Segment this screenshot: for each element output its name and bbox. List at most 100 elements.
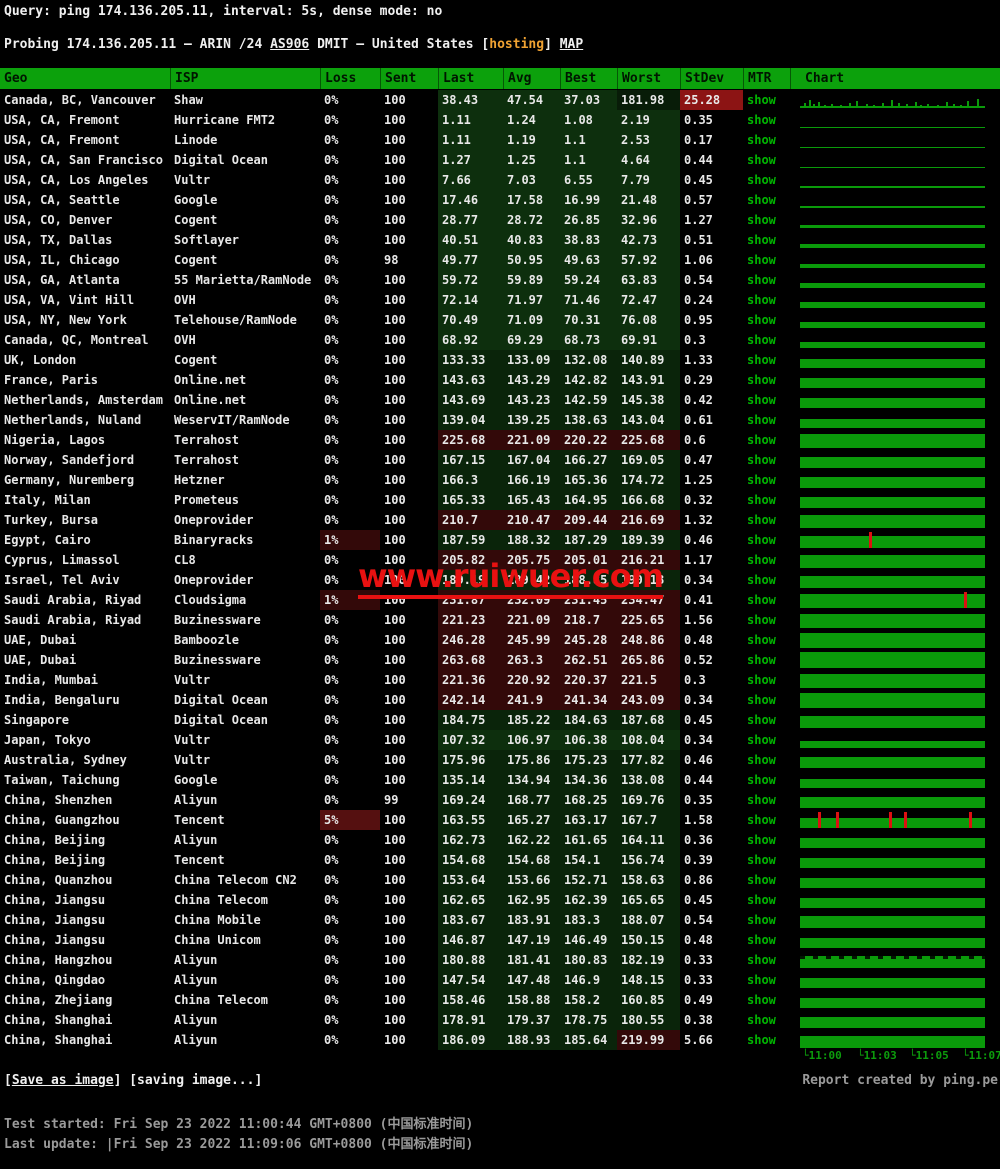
sent-cell: 100 (384, 833, 406, 847)
geo-cell: China, Shanghai (4, 1013, 113, 1027)
mtr-show-link[interactable]: show (747, 793, 776, 807)
mtr-show-link[interactable]: show (747, 833, 776, 847)
loss-cell: 0% (324, 393, 339, 407)
mtr-show-link[interactable]: show (747, 633, 776, 647)
best-cell: 152.71 (560, 870, 617, 890)
map-link[interactable]: MAP (559, 37, 584, 52)
mtr-cell: show (743, 970, 790, 990)
stdev-cell: 0.61 (684, 413, 713, 427)
mtr-show-link[interactable]: show (747, 313, 776, 327)
latency-sparkline (790, 310, 1000, 330)
mtr-show-link[interactable]: show (747, 553, 776, 567)
mtr-show-link[interactable]: show (747, 153, 776, 167)
table-row: China, Hangzhou Aliyun 0% 100 180.88 181… (0, 950, 1000, 970)
mtr-show-link[interactable]: show (747, 1013, 776, 1027)
mtr-cell: show (743, 190, 790, 210)
isp-cell: Terrahost (174, 433, 240, 447)
mtr-cell: show (743, 510, 790, 530)
mtr-show-link[interactable]: show (747, 373, 776, 387)
best-cell: 70.31 (560, 310, 617, 330)
mtr-show-link[interactable]: show (747, 413, 776, 427)
mtr-show-link[interactable]: show (747, 953, 776, 967)
sparkline-bar (800, 716, 985, 728)
latency-sparkline (790, 630, 1000, 650)
as-number-link[interactable]: AS906 (270, 37, 310, 52)
sent-cell: 100 (384, 573, 406, 587)
mtr-show-link[interactable]: show (747, 493, 776, 507)
mtr-cell: show (743, 590, 790, 610)
mtr-show-link[interactable]: show (747, 253, 776, 267)
mtr-show-link[interactable]: show (747, 453, 776, 467)
table-row: Germany, Nuremberg Hetzner 0% 100 166.3 … (0, 470, 1000, 490)
mtr-show-link[interactable]: show (747, 353, 776, 367)
best-cell: 168.25 (560, 790, 617, 810)
mtr-show-link[interactable]: show (747, 613, 776, 627)
table-row: Australia, Sydney Vultr 0% 100 175.96 17… (0, 750, 1000, 770)
mtr-cell: show (743, 470, 790, 490)
mtr-show-link[interactable]: show (747, 813, 776, 827)
worst-cell: 219.99 (617, 1030, 680, 1050)
mtr-show-link[interactable]: show (747, 693, 776, 707)
best-cell: 142.59 (560, 390, 617, 410)
mtr-show-link[interactable]: show (747, 213, 776, 227)
save-as-image-link[interactable]: Save as image (11, 1073, 114, 1088)
mtr-show-link[interactable]: show (747, 133, 776, 147)
isp-cell: Aliyun (174, 973, 218, 987)
mtr-show-link[interactable]: show (747, 873, 776, 887)
best-cell: 185.64 (560, 1030, 617, 1050)
mtr-show-link[interactable]: show (747, 93, 776, 107)
last-cell: 7.66 (438, 170, 503, 190)
last-cell: 72.14 (438, 290, 503, 310)
mtr-show-link[interactable]: show (747, 933, 776, 947)
mtr-show-link[interactable]: show (747, 193, 776, 207)
mtr-show-link[interactable]: show (747, 993, 776, 1007)
mtr-show-link[interactable]: show (747, 913, 776, 927)
latency-sparkline (790, 390, 1000, 410)
avg-cell: 183.91 (503, 910, 560, 930)
last-cell: 210.7 (438, 510, 503, 530)
mtr-show-link[interactable]: show (747, 173, 776, 187)
mtr-show-link[interactable]: show (747, 713, 776, 727)
avg-cell: 189.42 (503, 570, 560, 590)
mtr-show-link[interactable]: show (747, 973, 776, 987)
col-header-best: Best (560, 68, 617, 89)
worst-cell: 164.11 (617, 830, 680, 850)
mtr-cell: show (743, 950, 790, 970)
mtr-show-link[interactable]: show (747, 733, 776, 747)
mtr-show-link[interactable]: show (747, 293, 776, 307)
col-header-worst: Worst (617, 68, 680, 89)
latency-sparkline (790, 150, 1000, 170)
table-row: Netherlands, Nuland WeservIT/RamNode 0% … (0, 410, 1000, 430)
mtr-show-link[interactable]: show (747, 673, 776, 687)
mtr-show-link[interactable]: show (747, 573, 776, 587)
mtr-show-link[interactable]: show (747, 1033, 776, 1047)
avg-cell: 221.09 (503, 610, 560, 630)
mtr-show-link[interactable]: show (747, 433, 776, 447)
mtr-show-link[interactable]: show (747, 533, 776, 547)
mtr-show-link[interactable]: show (747, 653, 776, 667)
latency-sparkline (790, 530, 1000, 550)
mtr-show-link[interactable]: show (747, 853, 776, 867)
last-cell: 221.23 (438, 610, 503, 630)
mtr-show-link[interactable]: show (747, 593, 776, 607)
mtr-show-link[interactable]: show (747, 473, 776, 487)
stdev-cell: 0.45 (684, 173, 713, 187)
avg-cell: 47.54 (503, 90, 560, 110)
mtr-show-link[interactable]: show (747, 113, 776, 127)
last-cell: 163.55 (438, 810, 503, 830)
mtr-show-link[interactable]: show (747, 233, 776, 247)
mtr-show-link[interactable]: show (747, 273, 776, 287)
latency-sparkline (790, 930, 1000, 950)
mtr-show-link[interactable]: show (747, 753, 776, 767)
mtr-show-link[interactable]: show (747, 893, 776, 907)
last-cell: 178.91 (438, 1010, 503, 1030)
mtr-show-link[interactable]: show (747, 333, 776, 347)
best-cell: 1.1 (560, 130, 617, 150)
mtr-show-link[interactable]: show (747, 773, 776, 787)
mtr-cell: show (743, 530, 790, 550)
stdev-cell: 0.57 (684, 193, 713, 207)
mtr-show-link[interactable]: show (747, 513, 776, 527)
geo-cell: China, Hangzhou (4, 953, 113, 967)
sparkline-bar (800, 674, 985, 688)
mtr-show-link[interactable]: show (747, 393, 776, 407)
